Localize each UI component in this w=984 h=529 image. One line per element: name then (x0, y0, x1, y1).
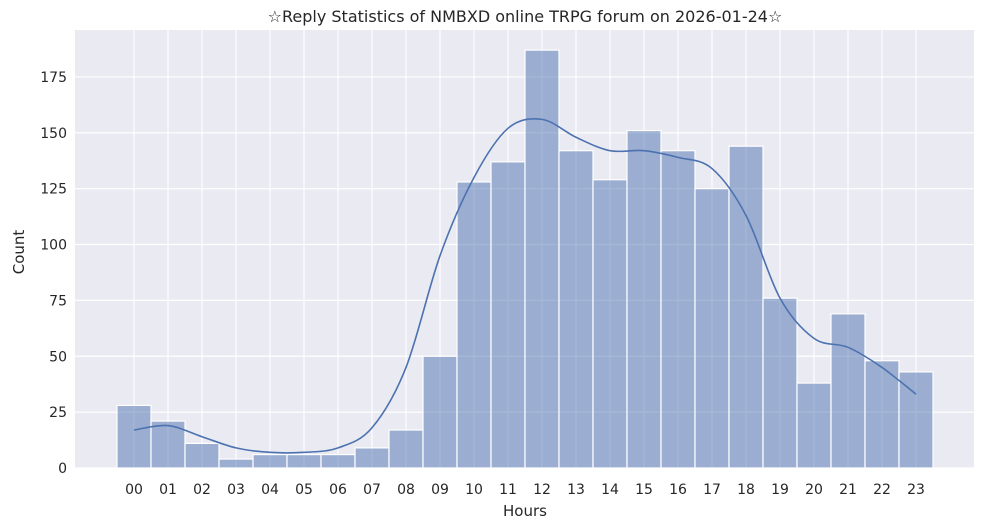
x-tick-label: 11 (499, 482, 517, 498)
histogram-bar (558, 150, 594, 469)
histogram-bar (116, 404, 152, 469)
y-tick-label: 100 (40, 238, 67, 254)
chart-title: ☆Reply Statistics of NMBXD online TRPG f… (268, 7, 783, 26)
bars (116, 49, 934, 469)
histogram-bar (830, 313, 866, 469)
x-tick-label: 02 (193, 482, 211, 498)
x-tick-label: 03 (227, 482, 245, 498)
x-tick-label: 17 (703, 482, 721, 498)
x-tick-label: 14 (601, 482, 619, 498)
x-tick-label: 12 (533, 482, 551, 498)
histogram-bar (762, 297, 798, 469)
x-tick-label: 05 (295, 482, 313, 498)
kde-density-line (133, 117, 917, 454)
x-tick-label: 20 (805, 482, 823, 498)
histogram-bar (422, 355, 458, 469)
x-tick-label: 15 (635, 482, 653, 498)
histogram-bar (592, 179, 628, 469)
x-tick-label: 09 (431, 482, 449, 498)
x-tick-label: 08 (397, 482, 415, 498)
histogram-bar (184, 442, 220, 469)
y-tick-label: 175 (40, 70, 67, 86)
x-tick-label: 10 (465, 482, 483, 498)
x-tick-label: 07 (363, 482, 381, 498)
histogram-bar (626, 129, 662, 469)
x-axis-label: Hours (503, 502, 547, 520)
x-tick-label: 21 (839, 482, 857, 498)
x-tick-label: 01 (159, 482, 177, 498)
histogram-bar (490, 161, 526, 469)
histogram-bar (456, 181, 492, 469)
histogram-bar (524, 49, 560, 469)
x-tick-label: 19 (771, 482, 789, 498)
y-tick-label: 75 (49, 293, 67, 309)
x-tick-label: 06 (329, 482, 347, 498)
x-tick-label: 16 (669, 482, 687, 498)
y-tick-label: 50 (49, 349, 67, 365)
histogram-bar (898, 371, 934, 469)
x-tick-label: 22 (873, 482, 891, 498)
histogram-bar (320, 453, 356, 469)
x-tick-label: 23 (907, 482, 925, 498)
y-axis-label: Count (10, 230, 28, 275)
histogram-bar (660, 150, 696, 469)
y-tick-label: 25 (49, 405, 67, 421)
histogram-bar (796, 382, 832, 469)
histogram-bar (354, 447, 390, 469)
histogram-bar (286, 453, 322, 469)
x-tick-labels: 00 01 02 03 04 05 06 07 08 09 10 11 12 13 14 15 16 17 18 19… (125, 482, 925, 498)
histogram-bar (388, 429, 424, 469)
y-tick-label: 0 (58, 461, 67, 477)
x-tick-label: 18 (737, 482, 755, 498)
histogram-bar (252, 453, 288, 469)
histogram-bar (694, 188, 730, 469)
x-tick-label: 04 (261, 482, 279, 498)
histogram-bar (864, 360, 900, 469)
histogram-bar (218, 458, 254, 469)
y-tick-labels: 0 25 50 75 100 125 150 175 (40, 70, 67, 477)
y-tick-label: 125 (40, 182, 67, 198)
x-tick-label: 13 (567, 482, 585, 498)
x-tick-label: 00 (125, 482, 143, 498)
y-tick-label: 150 (40, 126, 67, 142)
